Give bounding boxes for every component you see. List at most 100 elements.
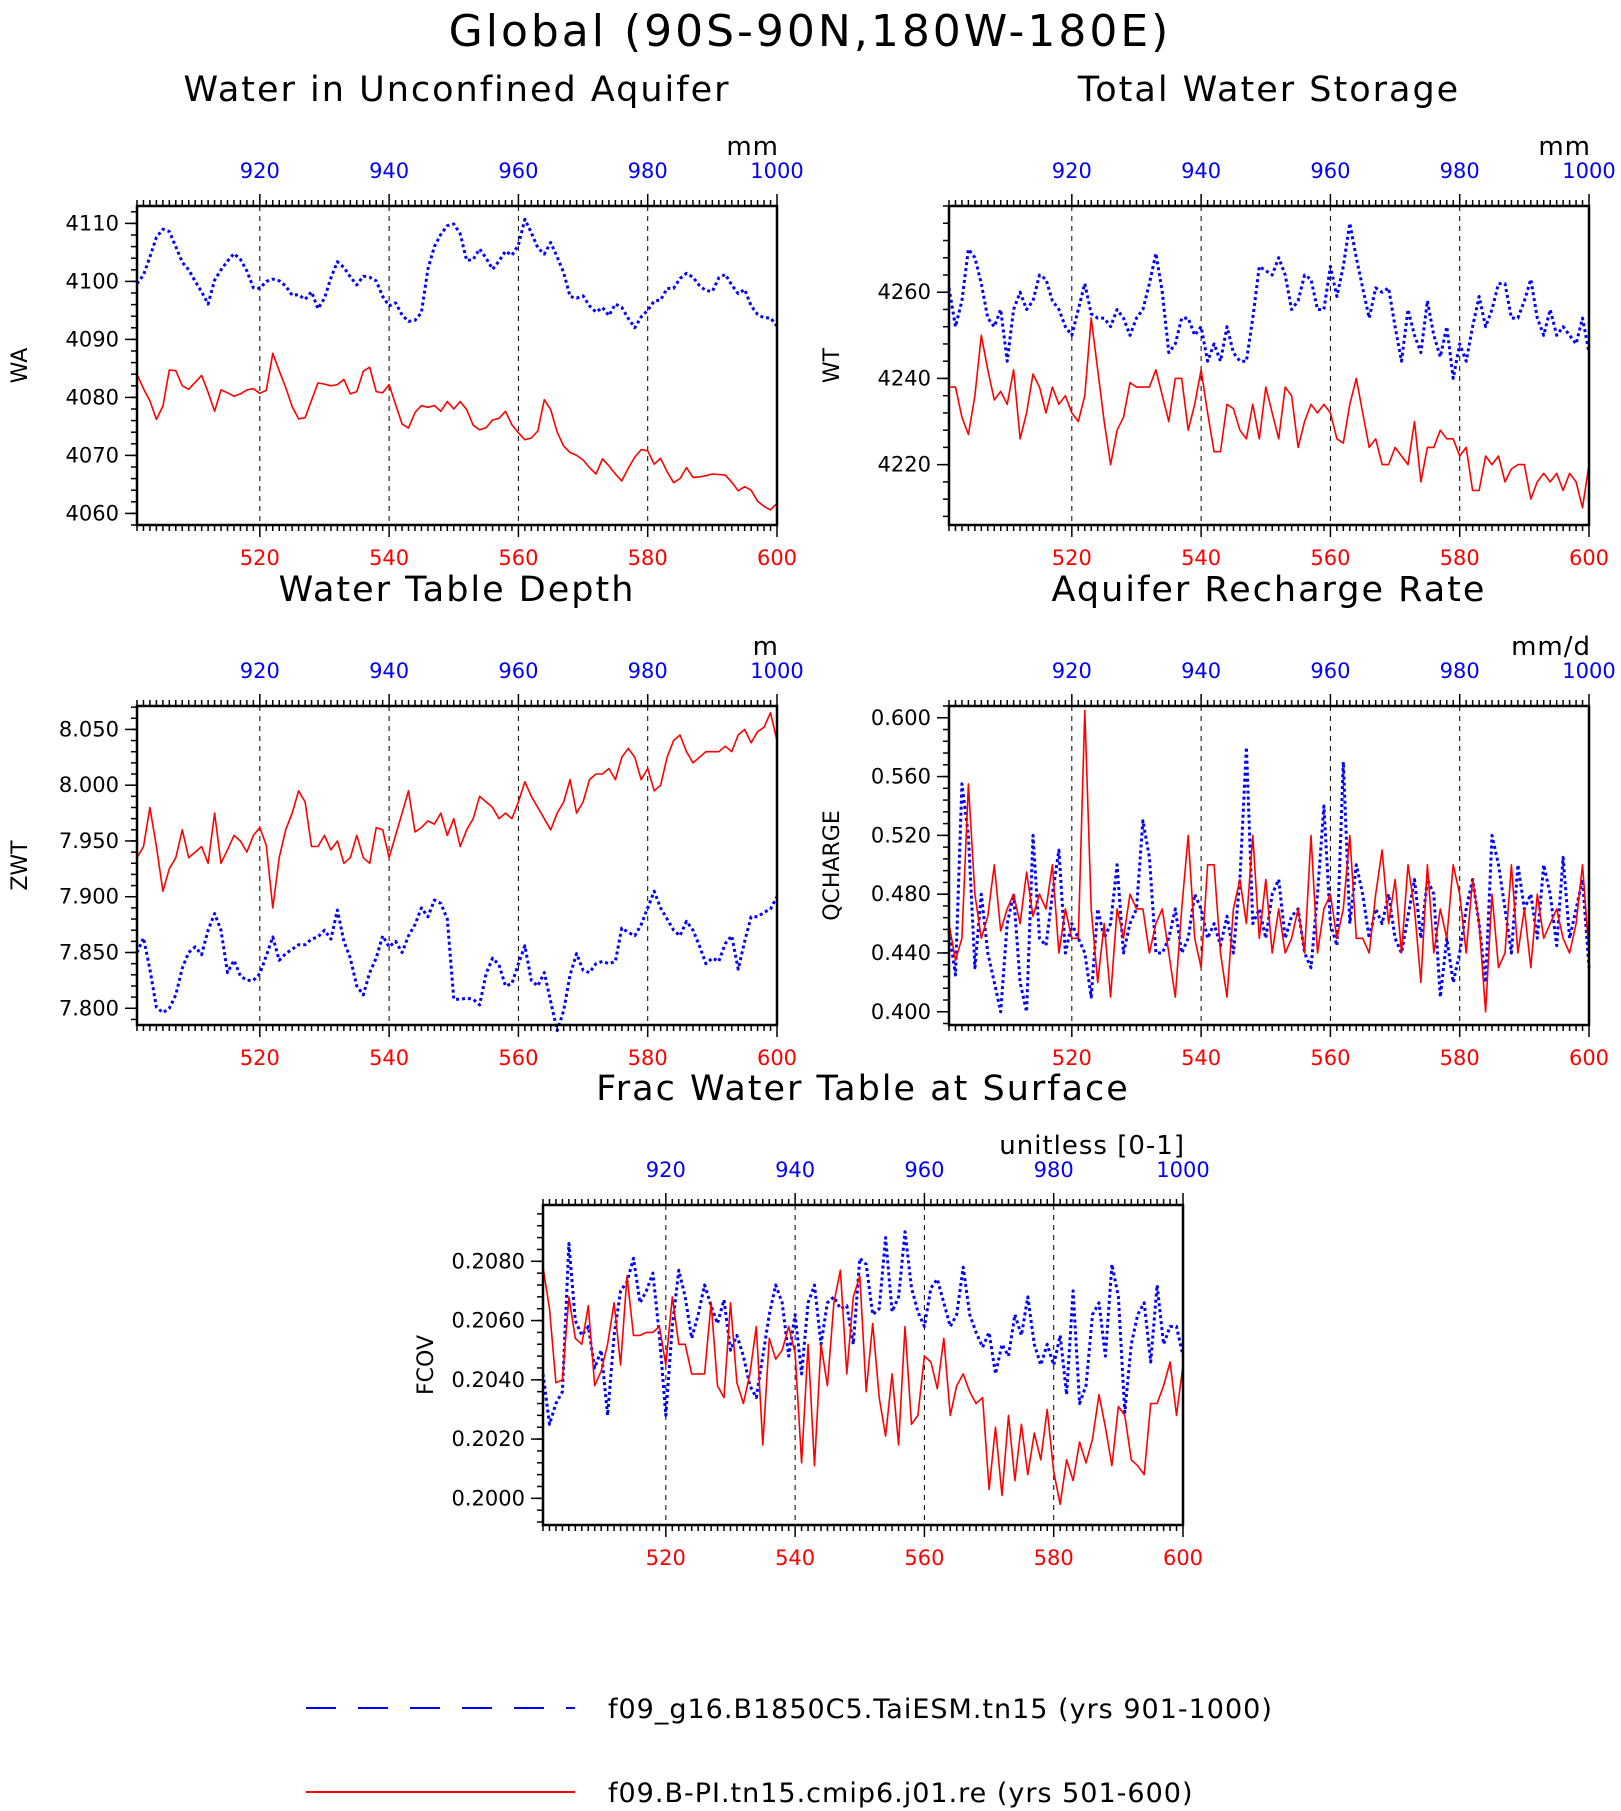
legend-label-series-a: f09_g16.B1850C5.TaiESM.tn15 (yrs 901-100…	[608, 1694, 1273, 1725]
x-tick-label-bottom: 600	[757, 546, 797, 570]
chart-title: Aquifer Recharge Rate	[1052, 570, 1487, 610]
chart-panel: Total Water Storage mm WT 520 540 560 580 600 92…	[820, 70, 1616, 570]
chart-units: mm	[1538, 132, 1591, 162]
x-tick-label-top: 940	[1181, 659, 1221, 683]
plot-frame	[135, 204, 779, 527]
series-line-blue	[947, 221, 1591, 380]
chart-panel: Water in Unconfined Aquifer mm WA 520 540 560…	[8, 70, 804, 570]
y-tick-label: 0.2040	[452, 1368, 525, 1392]
y-tick-label: 8.050	[59, 717, 119, 741]
x-tick-label-top: 940	[369, 159, 409, 183]
x-tick-label-bottom: 520	[1052, 1046, 1092, 1070]
legend: f09_g16.B1850C5.TaiESM.tn15 (yrs 901-100…	[306, 1694, 1273, 1809]
series-line-red	[948, 709, 1590, 1013]
x-tick-label-bottom: 540	[369, 546, 409, 570]
series-line-blue	[135, 217, 779, 330]
y-tick-label: 0.520	[871, 823, 931, 847]
y-tick-label: 4220	[878, 453, 931, 477]
x-tick-label-top: 980	[1440, 659, 1480, 683]
chart-title: Total Water Storage	[1077, 70, 1460, 110]
x-tick-label-bottom: 520	[240, 546, 280, 570]
x-tick-label-top: 1000	[1562, 159, 1615, 183]
chart-units: mm/d	[1511, 632, 1591, 662]
x-tick-label-bottom: 560	[1310, 1046, 1350, 1070]
x-tick-label-top: 980	[628, 659, 668, 683]
series-line-red	[542, 1267, 1184, 1506]
x-tick-label-bottom: 580	[1034, 1546, 1074, 1570]
x-tick-label-top: 940	[369, 659, 409, 683]
x-tick-label-top: 940	[775, 1158, 815, 1182]
x-tick-label-bottom: 580	[1440, 1046, 1480, 1070]
x-tick-label-top: 920	[1052, 659, 1092, 683]
y-tick-label: 0.2000	[452, 1486, 525, 1510]
chart-title: Frac Water Table at Surface	[596, 1069, 1130, 1109]
series-line-blue	[135, 889, 779, 1033]
y-tick-label: 8.000	[59, 773, 119, 797]
x-tick-label-bottom: 540	[369, 1046, 409, 1070]
y-tick-label: 0.2060	[452, 1309, 525, 1333]
x-tick-label-top: 980	[1440, 159, 1480, 183]
x-tick-label-top: 960	[498, 159, 538, 183]
x-tick-label-bottom: 520	[1052, 546, 1092, 570]
y-axis-label: WT	[820, 347, 845, 383]
chart-units: m	[753, 632, 779, 662]
x-tick-label-top: 960	[904, 1158, 944, 1182]
series-line-blue	[947, 745, 1591, 1014]
x-tick-label-bottom: 520	[646, 1546, 686, 1570]
y-tick-label: 4110	[66, 211, 119, 235]
x-tick-label-top: 920	[1052, 159, 1092, 183]
x-tick-label-bottom: 580	[1440, 546, 1480, 570]
y-axis-label: ZWT	[8, 840, 33, 891]
plot-frame	[541, 1203, 1185, 1527]
chart-title: Water in Unconfined Aquifer	[183, 70, 730, 110]
x-tick-label-bottom: 580	[628, 1046, 668, 1070]
y-tick-label: 4080	[66, 385, 119, 409]
chart-panel: Frac Water Table at Surface unitless [0-1…	[414, 1069, 1210, 1570]
x-tick-label-top: 960	[498, 659, 538, 683]
y-tick-label: 4100	[66, 269, 119, 293]
y-tick-label: 7.950	[59, 829, 119, 853]
chart-units: unitless [0-1]	[999, 1131, 1185, 1161]
x-tick-label-bottom: 560	[1310, 546, 1350, 570]
chart-title: Water Table Depth	[279, 570, 636, 610]
x-tick-label-top: 1000	[1562, 659, 1615, 683]
x-tick-label-bottom: 560	[498, 546, 538, 570]
chart-units: mm	[726, 132, 779, 162]
legend-label-series-b: f09.B-PI.tn15.cmip6.j01.re (yrs 501-600)	[608, 1778, 1193, 1809]
y-axis-label: WA	[8, 348, 33, 384]
x-tick-label-top: 1000	[750, 659, 803, 683]
x-tick-label-top: 920	[646, 1158, 686, 1182]
x-tick-label-top: 920	[240, 159, 280, 183]
page-title: Global (90S-90N,180W-180E)	[449, 6, 1172, 57]
x-tick-label-top: 980	[628, 159, 668, 183]
x-tick-label-top: 960	[1310, 659, 1350, 683]
x-tick-label-bottom: 560	[498, 1046, 538, 1070]
y-axis-label: QCHARGE	[820, 810, 845, 921]
y-tick-label: 7.850	[59, 941, 119, 965]
y-tick-label: 4090	[66, 327, 119, 351]
x-tick-label-bottom: 600	[757, 1046, 797, 1070]
chart-panel: Water Table Depth m ZWT 520 540 560 580 600 920 9…	[8, 570, 804, 1070]
y-tick-label: 7.900	[59, 885, 119, 909]
x-tick-label-bottom: 600	[1569, 546, 1609, 570]
x-tick-label-top: 980	[1034, 1158, 1074, 1182]
x-tick-label-bottom: 560	[904, 1546, 944, 1570]
series-line-red	[949, 317, 1590, 509]
x-tick-label-top: 920	[240, 659, 280, 683]
chart-panel: Aquifer Recharge Rate mm/d QCHARGE 520 540 56…	[820, 570, 1616, 1070]
x-tick-label-bottom: 580	[628, 546, 668, 570]
x-tick-label-bottom: 520	[240, 1046, 280, 1070]
x-tick-label-top: 1000	[750, 159, 803, 183]
y-tick-label: 0.480	[871, 882, 931, 906]
x-tick-label-bottom: 600	[1569, 1046, 1609, 1070]
x-tick-label-top: 1000	[1156, 1158, 1209, 1182]
x-tick-label-top: 960	[1310, 159, 1350, 183]
series-line-red	[136, 352, 778, 511]
x-tick-label-bottom: 540	[775, 1546, 815, 1570]
y-axis-label: FCOV	[414, 1335, 439, 1395]
y-tick-label: 0.560	[871, 765, 931, 789]
y-tick-label: 4060	[66, 501, 119, 525]
series-line-red	[136, 711, 778, 909]
y-tick-label: 0.400	[871, 1000, 931, 1024]
plot-frame	[947, 704, 1591, 1027]
